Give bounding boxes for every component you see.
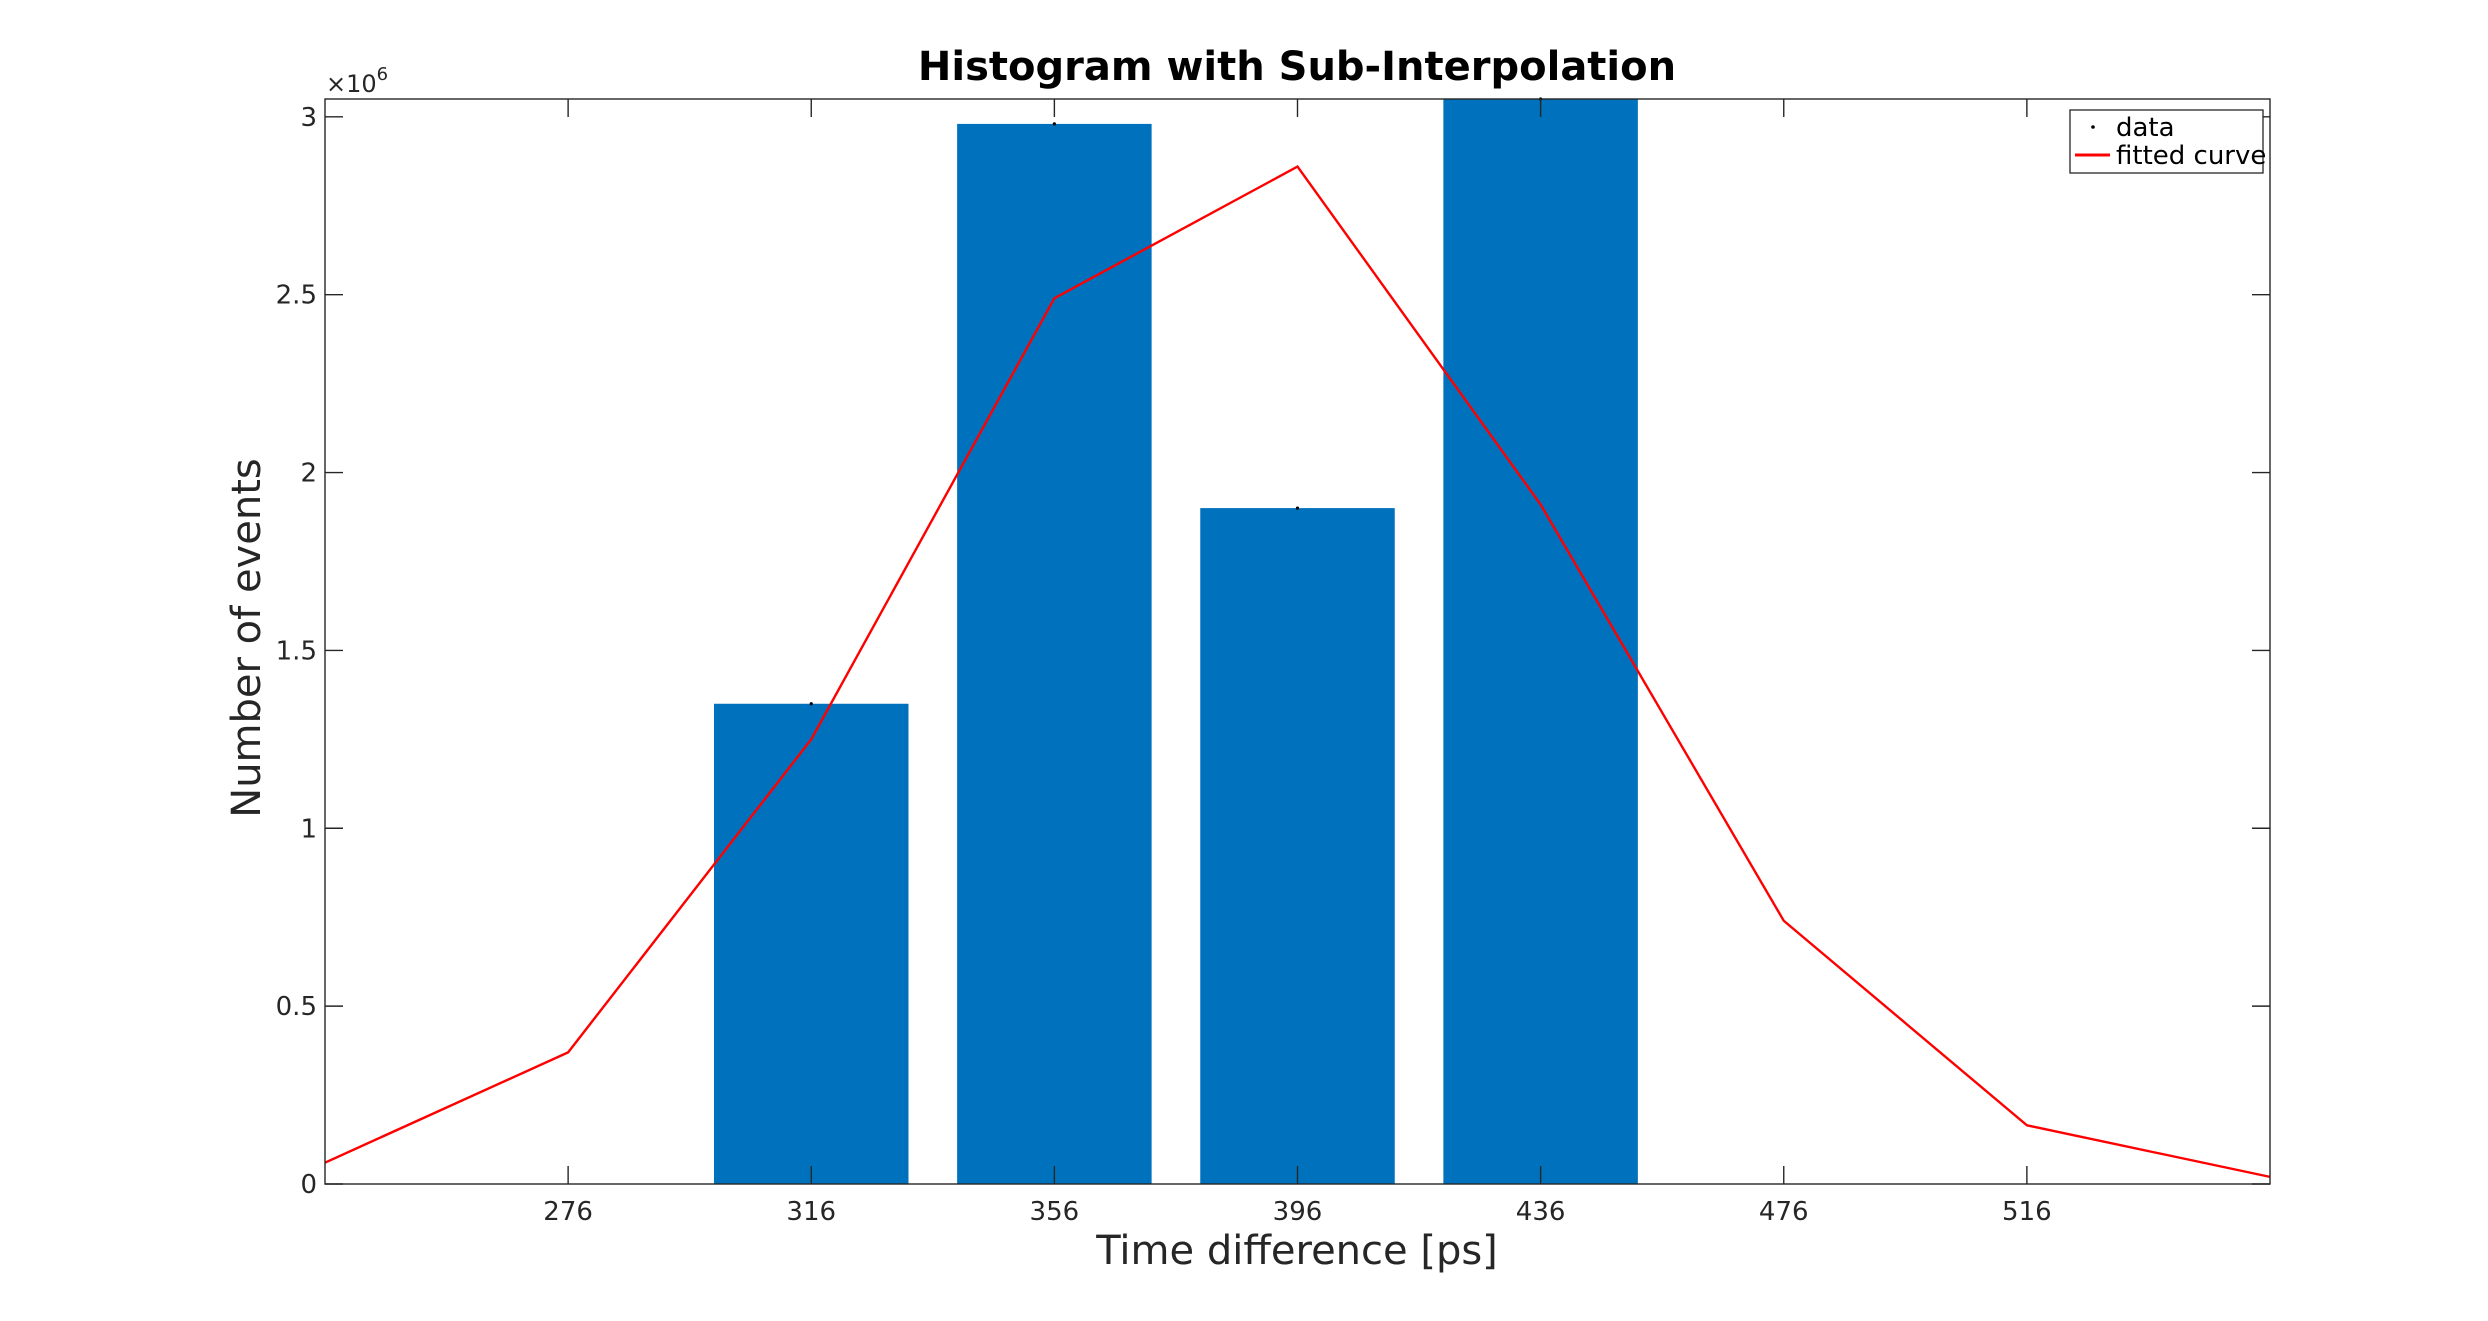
x-tick-label: 516 — [2002, 1197, 2052, 1227]
x-ticks: 276 316 356 396 436 476 516 — [543, 99, 2052, 1227]
y-tick-label: 1.5 — [276, 636, 317, 666]
legend-entry-fitted-curve: fitted curve — [2116, 141, 2266, 171]
legend-entry-data: data — [2116, 113, 2175, 143]
data-point — [809, 702, 813, 706]
y-axis-label: Number of events — [224, 458, 270, 817]
x-tick-label: 316 — [786, 1197, 836, 1227]
y-axis-exponent: ×106 — [326, 64, 388, 98]
x-tick-label: 396 — [1273, 1197, 1323, 1227]
y-tick-label: 0 — [300, 1170, 317, 1200]
y-tick-label: 1 — [300, 814, 317, 844]
y-tick-label: 0.5 — [276, 992, 317, 1022]
y-tick-label: 2.5 — [276, 281, 317, 311]
legend-data-marker — [2091, 125, 2095, 129]
bar — [1200, 508, 1395, 1184]
x-tick-label: 276 — [543, 1197, 593, 1227]
y-ticks: 0 0.5 1 1.5 2 2.5 3 — [276, 103, 2270, 1200]
y-axis-exponent-power: 6 — [377, 64, 388, 85]
bar — [957, 123, 1152, 1185]
bar-series — [714, 97, 1638, 1185]
x-tick-label: 356 — [1030, 1197, 1080, 1227]
fitted-curve-line — [324, 165, 2271, 1179]
y-tick-label: 3 — [300, 103, 317, 133]
data-point — [1295, 506, 1300, 510]
y-axis-exponent-base: ×10 — [326, 70, 377, 98]
bar — [1443, 99, 1638, 1184]
data-point — [1052, 122, 1056, 126]
x-tick-label: 436 — [1516, 1197, 1566, 1227]
x-axis-label: Time difference [ps] — [1095, 1228, 1498, 1274]
bar — [714, 703, 909, 1184]
legend-box — [2069, 109, 2264, 174]
y-tick-label: 2 — [300, 459, 317, 489]
chart-title: Histogram with Sub-Interpolation — [918, 44, 1676, 90]
line-series — [324, 165, 2271, 1179]
x-tick-label: 476 — [1759, 1197, 1809, 1227]
legend: data fitted curve — [2069, 109, 2266, 174]
